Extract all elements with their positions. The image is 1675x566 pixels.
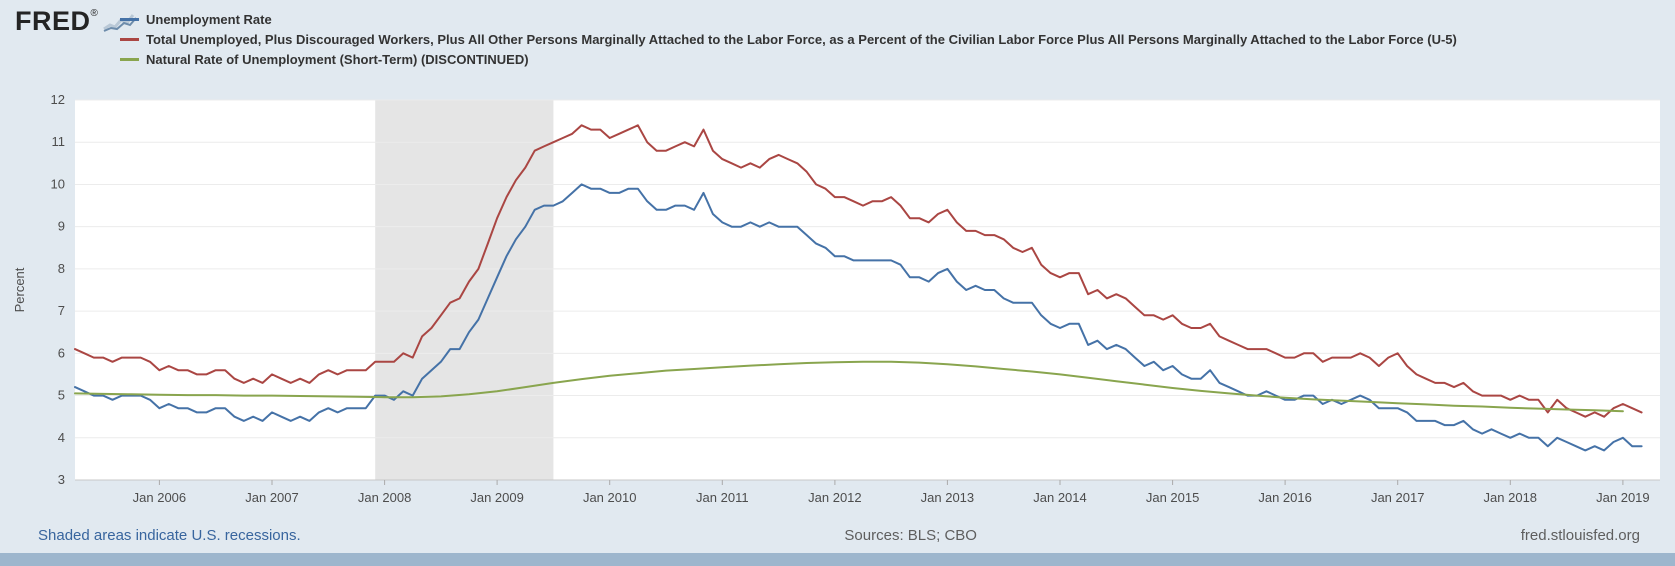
bottom-bar	[0, 553, 1675, 566]
recession-note-link[interactable]: Shaded areas indicate U.S. recessions.	[38, 527, 301, 544]
registered-mark: ®	[90, 8, 98, 19]
x-tick-label: Jan 2006	[133, 490, 187, 505]
x-tick-label: Jan 2019	[1596, 490, 1650, 505]
legend: Unemployment Rate Total Unemployed, Plus…	[120, 10, 1552, 70]
plot-area[interactable]	[75, 100, 1660, 480]
y-tick-label: 3	[58, 472, 65, 487]
x-tick-label: Jan 2018	[1484, 490, 1538, 505]
x-tick-label: Jan 2015	[1146, 490, 1200, 505]
y-tick-label: 9	[58, 219, 65, 234]
y-tick-label: 4	[58, 430, 65, 445]
legend-item-natural-rate[interactable]: Natural Rate of Unemployment (Short-Term…	[120, 50, 1552, 69]
legend-key-red	[120, 38, 139, 41]
legend-label-u5: Total Unemployed, Plus Discouraged Worke…	[146, 32, 1457, 47]
x-tick-label: Jan 2014	[1033, 490, 1087, 505]
legend-key-blue	[120, 18, 139, 21]
fred-sparkline-icon	[103, 14, 137, 32]
footer: Shaded areas indicate U.S. recessions. S…	[0, 527, 1675, 544]
x-tick-label: Jan 2007	[245, 490, 299, 505]
fred-logo[interactable]: FRED	[15, 6, 91, 36]
legend-label-unemployment-rate: Unemployment Rate	[146, 12, 272, 27]
x-tick-label: Jan 2009	[470, 490, 524, 505]
y-axis-title: Percent	[12, 267, 27, 312]
y-tick-label: 11	[52, 134, 66, 149]
x-tick-label: Jan 2008	[358, 490, 412, 505]
series-line-2[interactable]	[74, 360, 1624, 413]
series-line-1[interactable]	[74, 124, 1643, 418]
y-tick-label: 7	[58, 303, 65, 318]
y-tick-label: 8	[58, 261, 65, 276]
x-tick-label: Jan 2013	[921, 490, 975, 505]
y-tick-label: 10	[51, 176, 65, 191]
x-tick-label: Jan 2016	[1258, 490, 1312, 505]
series-line-0[interactable]	[74, 183, 1643, 452]
y-tick-label: 12	[51, 92, 65, 107]
x-tick-label: Jan 2010	[583, 490, 637, 505]
legend-label-natural-rate: Natural Rate of Unemployment (Short-Term…	[146, 52, 529, 67]
y-tick-label: 5	[58, 388, 65, 403]
sources-text: Sources: BLS; CBO	[844, 527, 977, 544]
x-tick-label: Jan 2011	[696, 490, 749, 505]
x-tick-label: Jan 2012	[808, 490, 862, 505]
legend-item-u5[interactable]: Total Unemployed, Plus Discouraged Worke…	[120, 30, 1552, 49]
header: FRED ®	[15, 6, 138, 36]
fred-site-link[interactable]: fred.stlouisfed.org	[1520, 527, 1640, 544]
legend-key-green	[120, 58, 139, 61]
x-tick-label: Jan 2017	[1371, 490, 1425, 505]
legend-item-unemployment-rate[interactable]: Unemployment Rate	[120, 10, 1552, 29]
y-tick-label: 6	[58, 345, 65, 360]
